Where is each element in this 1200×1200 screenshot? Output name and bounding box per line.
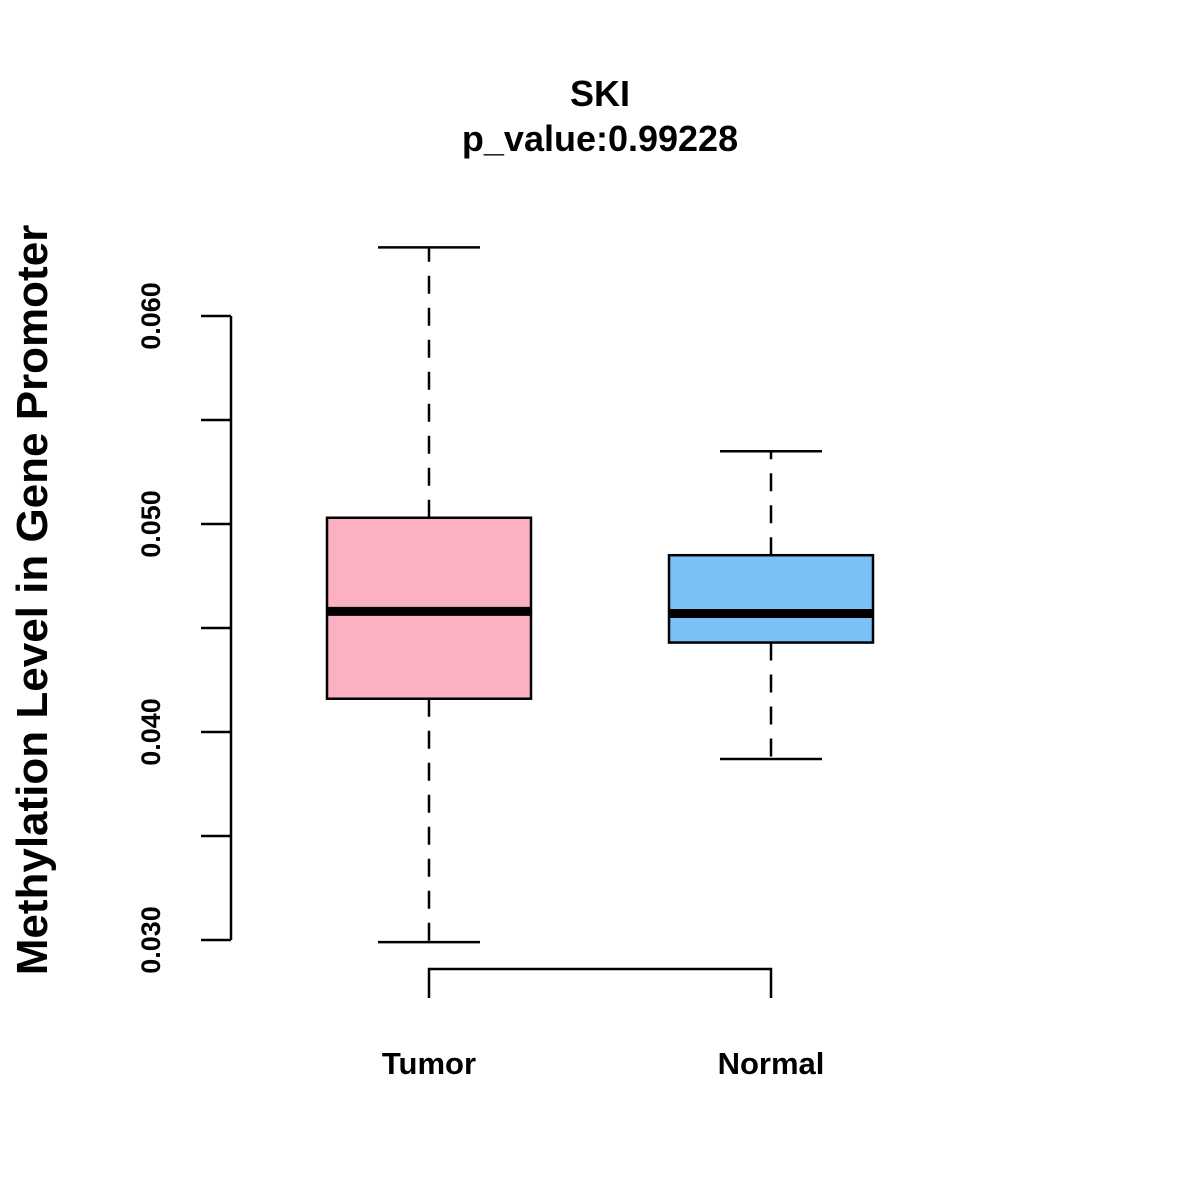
category-label-normal: Normal (718, 1046, 825, 1081)
category-label-tumor: Tumor (382, 1046, 476, 1081)
chart-title: SKI (570, 73, 630, 114)
y-tick-label: 0.050 (136, 490, 166, 558)
y-tick-label: 0.030 (136, 906, 166, 974)
box-normal (667, 449, 875, 761)
y-axis-label: Methylation Level in Gene Promoter (8, 225, 57, 976)
box-tumor (325, 246, 533, 944)
boxes (325, 246, 875, 944)
y-axis: 0.030 0.040 0.050 0.060 (136, 282, 233, 974)
y-tick-label: 0.060 (136, 282, 166, 350)
iqr-box-normal (667, 553, 875, 644)
category-labels: Tumor Normal (382, 1046, 824, 1081)
bracket-line (427, 967, 773, 998)
y-tick-label: 0.040 (136, 698, 166, 766)
comparison-bracket (427, 967, 773, 998)
chart-subtitle: p_value:0.99228 (462, 118, 738, 159)
